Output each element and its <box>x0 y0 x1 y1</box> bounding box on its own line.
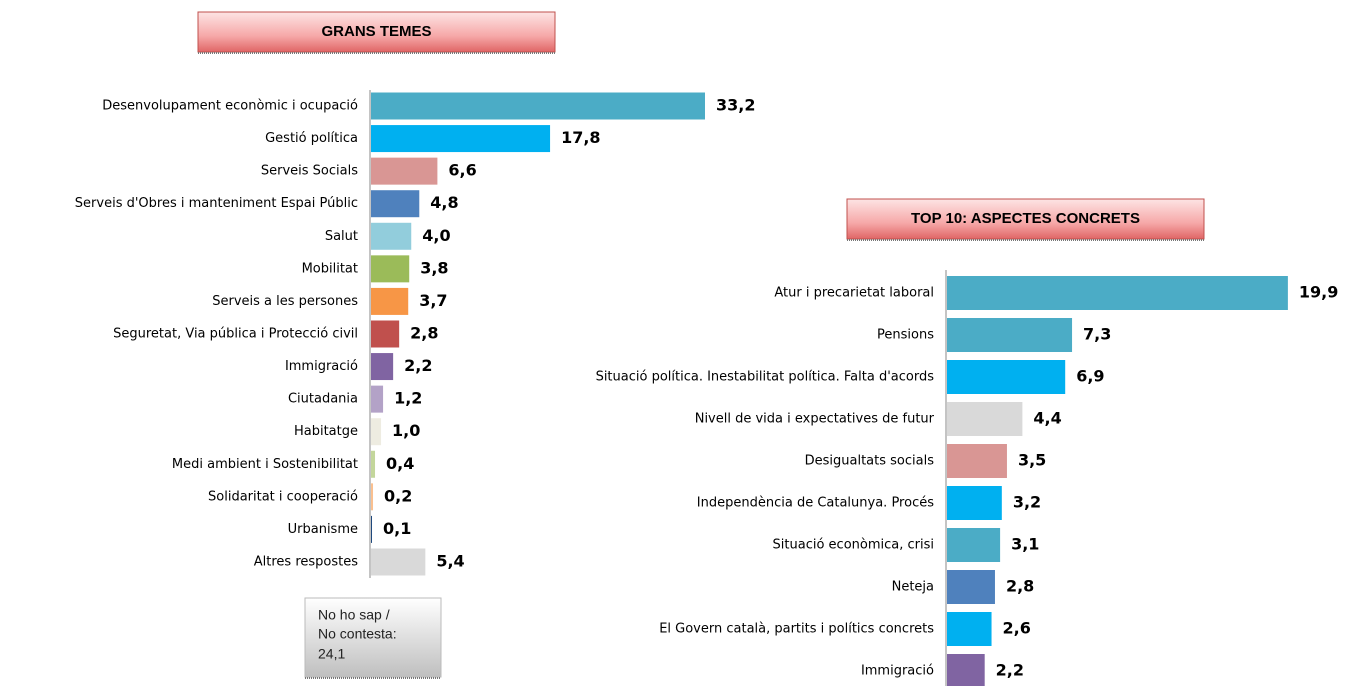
value-label: 0,1 <box>383 519 411 538</box>
category-label: Neteja <box>892 580 934 595</box>
category-label: Mobilitat <box>302 261 358 276</box>
value-label: 3,1 <box>1011 535 1039 554</box>
bar <box>947 276 1288 310</box>
category-label: Ciutadania <box>288 392 358 407</box>
bar <box>371 320 400 348</box>
bar <box>371 157 438 185</box>
category-label: Serveis Socials <box>261 164 358 179</box>
bar <box>371 418 382 446</box>
note-line: No contesta: <box>318 626 397 642</box>
value-label: 2,8 <box>1006 577 1034 596</box>
value-label: 33,2 <box>716 96 755 115</box>
category-label: Salut <box>325 229 358 244</box>
category-label: Gestió política <box>265 131 358 146</box>
bar <box>371 287 409 315</box>
bar <box>371 125 551 153</box>
bar <box>371 515 373 543</box>
bar <box>947 360 1066 394</box>
value-label: 1,2 <box>394 389 422 408</box>
bar <box>371 385 384 413</box>
note-line: 24,1 <box>318 646 345 662</box>
value-label: 0,2 <box>384 486 412 505</box>
note-line: No ho sap / <box>318 607 390 623</box>
category-label: Pensions <box>877 328 934 343</box>
category-label: Desenvolupament econòmic i ocupació <box>102 99 358 114</box>
title-box <box>846 198 1205 240</box>
category-label: Solidaritat i cooperació <box>208 489 358 504</box>
value-label: 5,4 <box>436 551 464 570</box>
bar <box>947 402 1023 436</box>
bar <box>947 570 995 604</box>
value-label: 3,2 <box>1013 493 1041 512</box>
chart-title: TOP 10: ASPECTES CONCRETS <box>911 210 1140 227</box>
bar <box>947 528 1001 562</box>
value-label: 2,8 <box>410 323 438 342</box>
value-label: 3,8 <box>420 258 448 277</box>
value-label: 4,8 <box>430 193 458 212</box>
value-label: 6,6 <box>448 161 476 180</box>
bar <box>371 353 394 381</box>
category-label: Immigració <box>285 359 358 374</box>
category-label: Independència de Catalunya. Procés <box>697 496 934 511</box>
value-label: 2,6 <box>1003 619 1031 638</box>
category-label: Medi ambient i Sostenibilitat <box>172 457 358 472</box>
bar <box>947 612 992 646</box>
category-label: Habitatge <box>294 424 358 439</box>
category-label: El Govern català, partits i polítics con… <box>659 622 934 637</box>
value-label: 4,4 <box>1033 409 1061 428</box>
category-label: Immigració <box>861 664 934 679</box>
note-box <box>304 597 442 678</box>
category-label: Situació econòmica, crisi <box>773 538 934 553</box>
value-label: 3,7 <box>419 291 447 310</box>
value-label: 19,9 <box>1299 283 1338 302</box>
category-label: Situació política. Inestabilitat polític… <box>596 370 935 385</box>
bar <box>371 255 410 283</box>
bar <box>371 222 412 250</box>
value-label: 4,0 <box>422 226 450 245</box>
value-label: 2,2 <box>996 661 1024 680</box>
value-label: 6,9 <box>1076 367 1104 386</box>
category-label: Serveis d'Obres i manteniment Espai Públ… <box>75 196 358 211</box>
category-label: Serveis a les persones <box>212 294 358 309</box>
value-label: 0,4 <box>386 454 414 473</box>
bar <box>371 92 705 120</box>
bar <box>371 190 420 218</box>
category-label: Urbanisme <box>288 522 358 537</box>
value-label: 7,3 <box>1083 325 1111 344</box>
category-label: Seguretat, Via pública i Protecció civil <box>113 326 358 341</box>
bar <box>947 654 985 686</box>
bar <box>371 483 374 511</box>
chart-title: GRANS TEMES <box>321 23 431 40</box>
value-label: 2,2 <box>404 356 432 375</box>
bar <box>371 548 426 576</box>
title-box <box>197 11 556 53</box>
bar <box>947 444 1007 478</box>
value-label: 17,8 <box>561 128 600 147</box>
value-label: 1,0 <box>392 421 420 440</box>
category-label: Altres respostes <box>254 554 358 569</box>
bar <box>371 450 376 478</box>
value-label: 3,5 <box>1018 451 1046 470</box>
category-label: Desigualtats socials <box>805 454 935 469</box>
bar <box>947 318 1073 352</box>
category-label: Nivell de vida i expectatives de futur <box>695 412 935 427</box>
category-label: Atur i precarietat laboral <box>774 286 934 301</box>
bar <box>947 486 1002 520</box>
